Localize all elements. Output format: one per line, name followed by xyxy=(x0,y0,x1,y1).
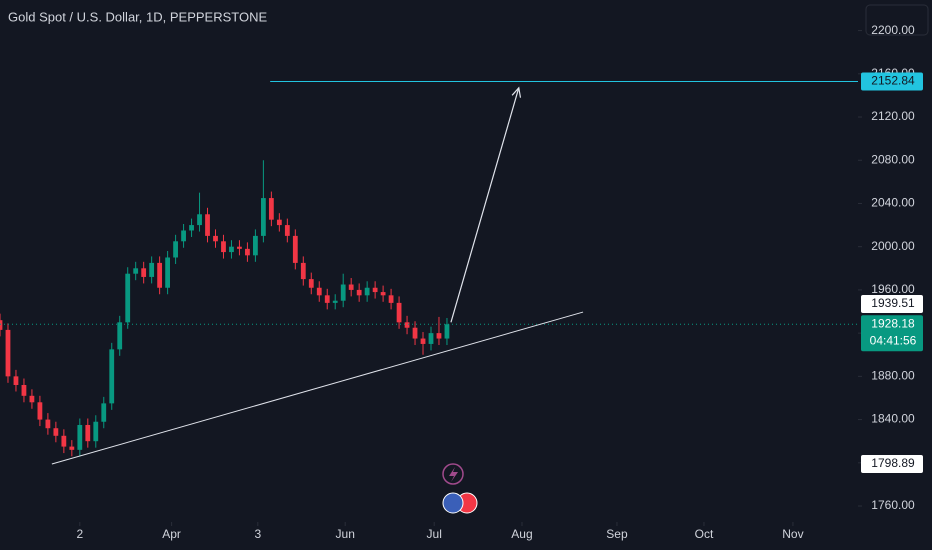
candle-body xyxy=(420,338,426,344)
candle-body xyxy=(324,295,330,303)
candle-body xyxy=(141,268,147,277)
candle-body xyxy=(396,302,402,323)
x-tick-label: Nov xyxy=(782,527,803,541)
candle-body xyxy=(332,300,338,303)
candle-body xyxy=(125,273,131,323)
candle-body xyxy=(37,402,43,420)
x-tick-label: Sep xyxy=(606,527,628,541)
horizontal-price-label-box xyxy=(861,72,923,91)
candle-body xyxy=(53,428,59,436)
candle-body xyxy=(29,395,35,403)
trendline-start-label: 1798.89 xyxy=(871,456,915,470)
y-tick-label: 1960.00 xyxy=(871,282,915,296)
candle-body xyxy=(364,287,370,296)
candle-body xyxy=(284,225,290,236)
horizontal-price-label: 2152.84 xyxy=(871,74,915,88)
candle-body xyxy=(61,435,67,447)
candle-body xyxy=(109,349,115,404)
candle-body xyxy=(13,376,19,385)
trendline-end-label: 1939.51 xyxy=(871,296,915,310)
candle-body xyxy=(245,248,250,256)
candle-body xyxy=(253,235,258,256)
candle-body xyxy=(93,421,99,442)
last-price-label: 1928.18 xyxy=(871,316,915,330)
flag-icon[interactable] xyxy=(442,492,464,514)
candle-body xyxy=(444,324,450,339)
candle-body xyxy=(412,327,418,339)
candle-body xyxy=(221,241,226,253)
y-tick-label: 2200.00 xyxy=(871,23,915,37)
y-tick-label: 2000.00 xyxy=(871,239,915,253)
candle-body xyxy=(205,214,210,236)
x-tick-label: Oct xyxy=(695,527,714,541)
candle-body xyxy=(316,287,322,296)
candle-body xyxy=(45,419,51,429)
y-tick-label: 1840.00 xyxy=(871,412,915,426)
trendline-end-label-box xyxy=(861,295,923,314)
candle-body xyxy=(173,241,178,258)
candle-body xyxy=(388,295,394,303)
candle-body xyxy=(436,333,442,339)
candle-body xyxy=(372,287,378,293)
candle-body xyxy=(133,268,139,274)
y-tick-label: 1760.00 xyxy=(871,498,915,512)
candle-body xyxy=(69,446,75,450)
candle-body xyxy=(149,262,155,277)
candle-body xyxy=(229,246,234,253)
candle-body xyxy=(380,292,386,296)
x-tick-label: Apr xyxy=(162,527,181,541)
candle-body xyxy=(340,284,346,301)
chart-title: Gold Spot / U.S. Dollar, 1D, PEPPERSTONE xyxy=(8,9,267,24)
candle-body xyxy=(197,214,202,226)
x-tick-label: Jun xyxy=(336,527,355,541)
candle-body xyxy=(276,219,282,226)
candle-body xyxy=(237,246,242,249)
candle-body xyxy=(428,333,434,344)
trendline xyxy=(51,311,584,465)
y-tick-label: 1880.00 xyxy=(871,369,915,383)
x-tick-label: Aug xyxy=(511,527,532,541)
candle-body xyxy=(117,322,123,350)
candle-body xyxy=(404,322,410,328)
candle-body xyxy=(101,403,107,422)
candle-body xyxy=(157,262,163,288)
candle-body xyxy=(85,424,91,442)
candle-body xyxy=(213,235,218,242)
candle-body xyxy=(308,279,314,288)
flash-icon xyxy=(449,467,458,482)
candle-body xyxy=(260,198,266,236)
candle-body xyxy=(300,262,306,280)
candle-body xyxy=(181,230,186,242)
candle-body xyxy=(268,198,274,220)
y-tick-label: 2080.00 xyxy=(871,152,915,166)
candle-body xyxy=(348,284,354,290)
arrow xyxy=(450,87,520,323)
candle-body xyxy=(292,235,298,263)
last-price-label-box xyxy=(861,315,923,352)
arrow-head xyxy=(511,86,522,98)
x-tick-label: 2 xyxy=(76,527,83,541)
candle-body xyxy=(165,257,171,288)
candle-body xyxy=(77,424,83,450)
countdown: 04:41:56 xyxy=(870,333,917,347)
candle-body xyxy=(21,385,27,396)
candle-body xyxy=(0,320,3,330)
settings-button[interactable] xyxy=(865,4,929,36)
candle-body xyxy=(356,289,362,296)
y-tick-label: 2040.00 xyxy=(871,196,915,210)
candle-body xyxy=(5,329,11,377)
y-tick-label: 2120.00 xyxy=(871,109,915,123)
x-tick-label: 3 xyxy=(254,527,261,541)
candle-body xyxy=(189,225,194,231)
x-tick-label: Jul xyxy=(427,527,442,541)
trendline-start-label-box xyxy=(861,454,923,473)
